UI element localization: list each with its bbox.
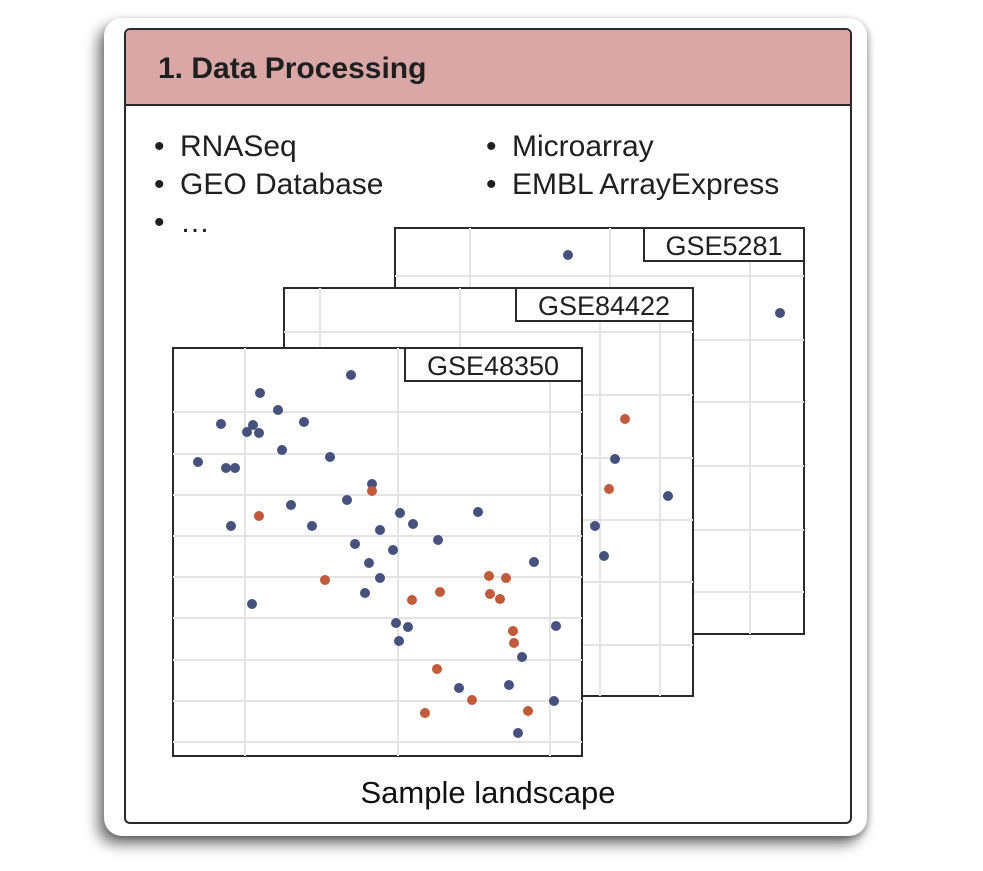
data-point	[549, 696, 559, 706]
data-point	[193, 457, 203, 467]
data-point	[454, 683, 464, 693]
data-point	[255, 388, 265, 398]
data-point	[563, 250, 573, 260]
data-point	[254, 428, 264, 438]
panel-title: 1. Data Processing	[158, 52, 427, 85]
data-point	[247, 599, 257, 609]
bullet-more: •…	[154, 206, 210, 240]
data-point	[364, 558, 374, 568]
bullet-dot: •	[486, 168, 497, 201]
data-point	[610, 454, 620, 464]
data-point	[394, 636, 404, 646]
data-point	[230, 463, 240, 473]
data-point	[307, 521, 317, 531]
data-point	[342, 495, 352, 505]
data-point	[484, 571, 494, 581]
bullet-label: RNASeq	[180, 130, 297, 163]
data-point	[407, 595, 417, 605]
data-point	[367, 486, 377, 496]
bullet-dot: •	[486, 130, 497, 163]
data-point	[523, 706, 533, 716]
bullet-geo-database: • GEO Database	[154, 168, 383, 202]
data-point	[391, 618, 401, 628]
data-point	[420, 708, 430, 718]
data-point	[620, 414, 630, 424]
data-point	[501, 573, 511, 583]
data-point	[273, 405, 283, 415]
sample-landscape-caption: Sample landscape	[360, 775, 616, 810]
bullet-label: …	[180, 206, 210, 239]
data-point	[403, 622, 413, 632]
data-point	[504, 680, 514, 690]
panel-header: 1. Data Processing	[126, 30, 850, 106]
data-point	[495, 594, 505, 604]
data-point	[375, 525, 385, 535]
data-point	[775, 308, 785, 318]
bullet-label: GEO Database	[180, 168, 384, 201]
data-point	[551, 621, 561, 631]
data-point	[388, 545, 398, 555]
data-point	[254, 511, 264, 521]
data-point	[325, 452, 335, 462]
data-point	[248, 420, 258, 430]
data-point	[529, 557, 539, 567]
data-point	[277, 445, 287, 455]
data-point	[467, 695, 477, 705]
data-point	[221, 463, 231, 473]
data-point	[360, 588, 370, 598]
data-point	[590, 521, 600, 531]
data-point	[433, 535, 443, 545]
bullet-embl-arrayexpress: • EMBL ArrayExpress	[486, 168, 779, 202]
plot-label-box	[404, 347, 583, 382]
plot-label: GSE84422	[538, 291, 670, 321]
data-point	[485, 589, 495, 599]
data-point	[286, 500, 296, 510]
data-point	[663, 491, 673, 501]
plot-label: GSE48350	[427, 351, 559, 381]
data-point	[513, 728, 523, 738]
bullet-label: Microarray	[512, 130, 654, 163]
data-point	[408, 519, 418, 529]
data-point	[346, 370, 356, 380]
data-point	[320, 575, 330, 585]
data-point	[509, 638, 519, 648]
bullet-dot: •	[154, 168, 165, 201]
data-point	[242, 427, 252, 437]
blue-points	[193, 370, 561, 738]
data-point	[473, 507, 483, 517]
plot-frame	[172, 347, 583, 757]
plot-grid	[173, 348, 582, 756]
data-point	[395, 508, 405, 518]
bullet-rnaseq: • RNASeq	[154, 130, 297, 164]
data-point	[604, 484, 614, 494]
plot-gse48350: GSE48350	[172, 347, 583, 757]
orange-points	[254, 486, 533, 718]
data-point	[432, 664, 442, 674]
data-point	[299, 417, 309, 427]
plot-label-box	[515, 287, 694, 322]
data-point	[375, 573, 385, 583]
data-point	[599, 551, 609, 561]
plot-label-box	[643, 227, 805, 262]
data-point	[350, 539, 360, 549]
data-point	[216, 419, 226, 429]
plot-label: GSE5281	[665, 231, 782, 261]
bullet-dot: •	[154, 130, 165, 163]
bullet-microarray: • Microarray	[486, 130, 654, 164]
data-point	[517, 652, 527, 662]
data-point	[508, 626, 518, 636]
data-point	[367, 479, 377, 489]
data-point	[435, 587, 445, 597]
bullet-dot: •	[154, 206, 165, 239]
data-point	[226, 521, 236, 531]
bullet-label: EMBL ArrayExpress	[512, 168, 780, 201]
